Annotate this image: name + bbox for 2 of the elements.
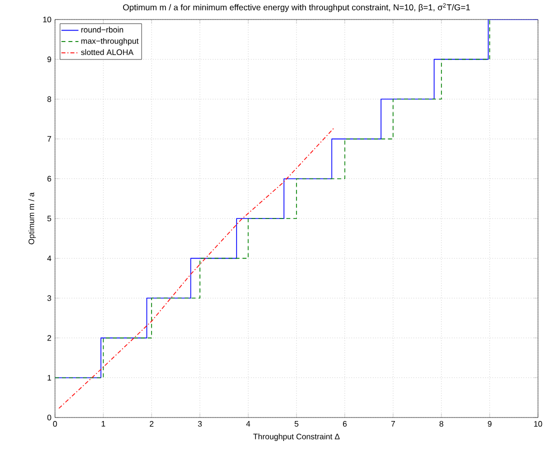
line-series xyxy=(58,128,335,409)
chart-title: Optimum m / a for minimum effective energy with throughput constraint, N=10, β=1, σ$^{2}$T/G=1 xyxy=(123,4,470,12)
